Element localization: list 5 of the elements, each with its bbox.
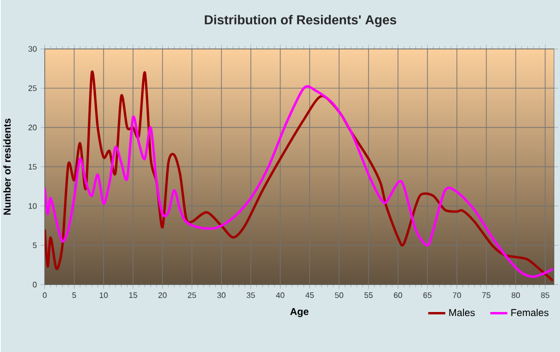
y-axis-title: Number of residents [3,118,11,214]
legend-label: Males [449,308,475,316]
chart-title: Distribution of Residents' Ages [204,14,396,27]
legend-label: Females [511,308,548,316]
x-axis-title: Age [290,308,308,317]
